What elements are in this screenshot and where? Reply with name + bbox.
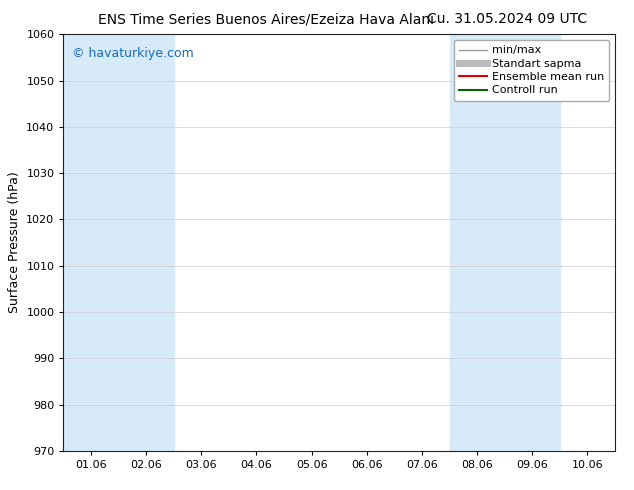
Text: Cu. 31.05.2024 09 UTC: Cu. 31.05.2024 09 UTC xyxy=(427,12,587,26)
Bar xyxy=(450,34,505,451)
Y-axis label: Surface Pressure (hPa): Surface Pressure (hPa) xyxy=(8,172,21,314)
Bar xyxy=(119,34,174,451)
Text: © havaturkiye.com: © havaturkiye.com xyxy=(72,47,193,60)
Legend: min/max, Standart sapma, Ensemble mean run, Controll run: min/max, Standart sapma, Ensemble mean r… xyxy=(454,40,609,101)
Bar xyxy=(63,34,119,451)
Text: ENS Time Series Buenos Aires/Ezeiza Hava Alanı: ENS Time Series Buenos Aires/Ezeiza Hava… xyxy=(98,12,434,26)
Bar xyxy=(505,34,560,451)
